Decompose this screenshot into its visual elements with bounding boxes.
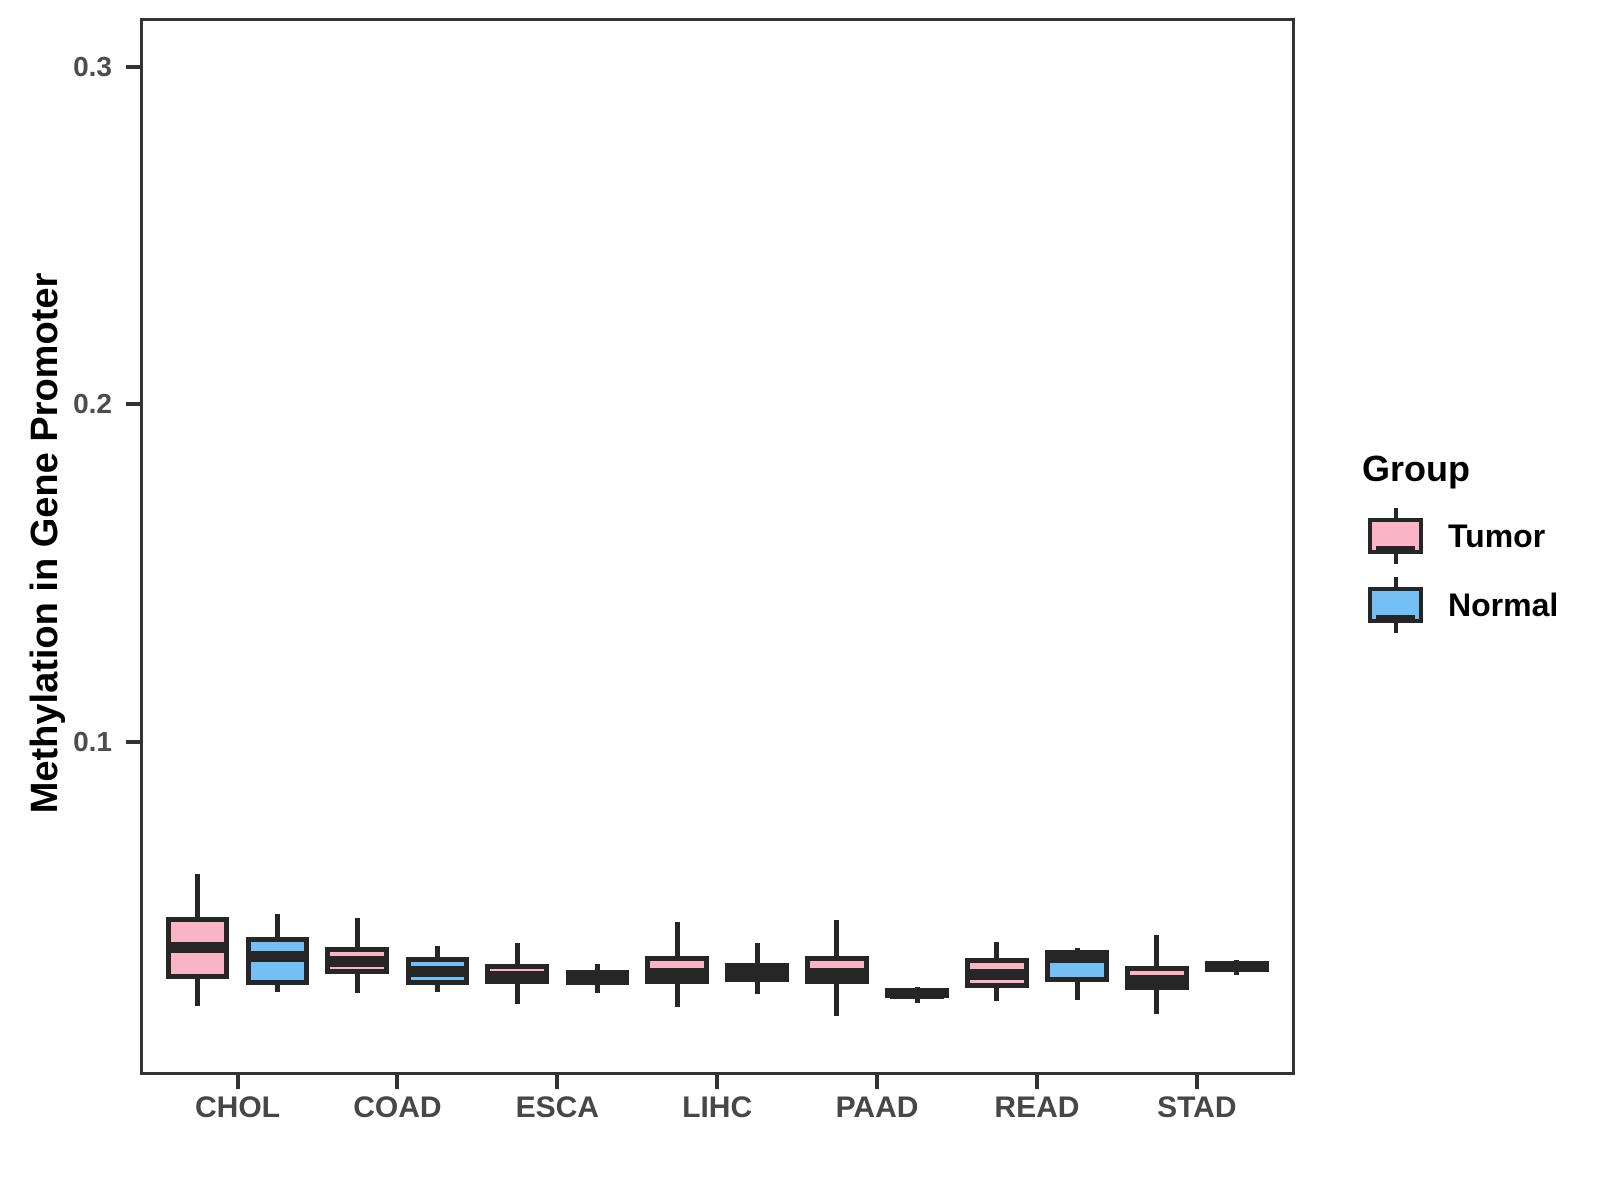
legend-title: Group — [1362, 448, 1470, 489]
x-tick-label-chol: CHOL — [195, 1091, 280, 1124]
key-box — [1368, 587, 1423, 623]
y-tick-label: 0.3 — [73, 50, 112, 82]
legend-item-tumor: Tumor — [1362, 508, 1600, 564]
plot-panel — [140, 18, 1295, 1075]
x-tick-mark — [875, 1075, 880, 1089]
key-box — [1368, 518, 1423, 554]
y-tick-mark — [126, 64, 140, 69]
x-tick-label-read: READ — [994, 1091, 1080, 1124]
y-axis-title: Methylation in Gene Promoter — [24, 272, 66, 814]
boxplot-key-icon — [1368, 508, 1423, 564]
median-esca-normal — [570, 971, 625, 983]
key-median — [1376, 546, 1415, 554]
median-chol-normal — [250, 951, 305, 963]
median-coad-tumor — [330, 955, 385, 967]
x-tick-mark — [235, 1075, 240, 1089]
x-tick-label-paad: PAAD — [835, 1091, 919, 1124]
x-tick-mark — [555, 1075, 560, 1089]
x-tick-label-lihc: LIHC — [682, 1091, 753, 1124]
median-chol-tumor — [170, 941, 225, 953]
y-tick-label: 0.2 — [73, 388, 112, 420]
boxplot-key-icon — [1368, 577, 1423, 633]
x-tick-mark — [395, 1075, 400, 1089]
median-paad-tumor — [810, 967, 864, 979]
median-lihc-normal — [730, 967, 785, 979]
median-lihc-tumor — [650, 967, 704, 979]
y-tick-mark — [126, 739, 140, 744]
x-tick-label-stad: STAD — [1157, 1091, 1237, 1124]
legend-items: Tumor Normal — [1362, 508, 1600, 633]
legend-item-normal: Normal — [1362, 577, 1600, 633]
x-tick-mark — [715, 1075, 720, 1089]
median-read-tumor — [969, 968, 1024, 980]
y-tick-label: 0.1 — [73, 725, 112, 757]
x-tick-mark — [1034, 1075, 1039, 1089]
x-tick-label-esca: ESCA — [515, 1091, 599, 1124]
median-stad-tumor — [1129, 974, 1184, 986]
y-tick-mark — [126, 402, 140, 407]
legend-item-label: Tumor — [1448, 517, 1546, 554]
median-read-normal — [1050, 951, 1104, 963]
median-coad-normal — [410, 965, 465, 977]
median-stad-normal — [1210, 961, 1264, 973]
key-median — [1376, 615, 1415, 623]
legend-item-label: Normal — [1448, 586, 1559, 623]
legend: Group Tumor Normal — [1362, 448, 1600, 646]
median-esca-tumor — [490, 971, 544, 983]
x-tick-label-coad: COAD — [353, 1091, 442, 1124]
median-paad-normal — [890, 987, 944, 999]
x-tick-mark — [1194, 1075, 1199, 1089]
